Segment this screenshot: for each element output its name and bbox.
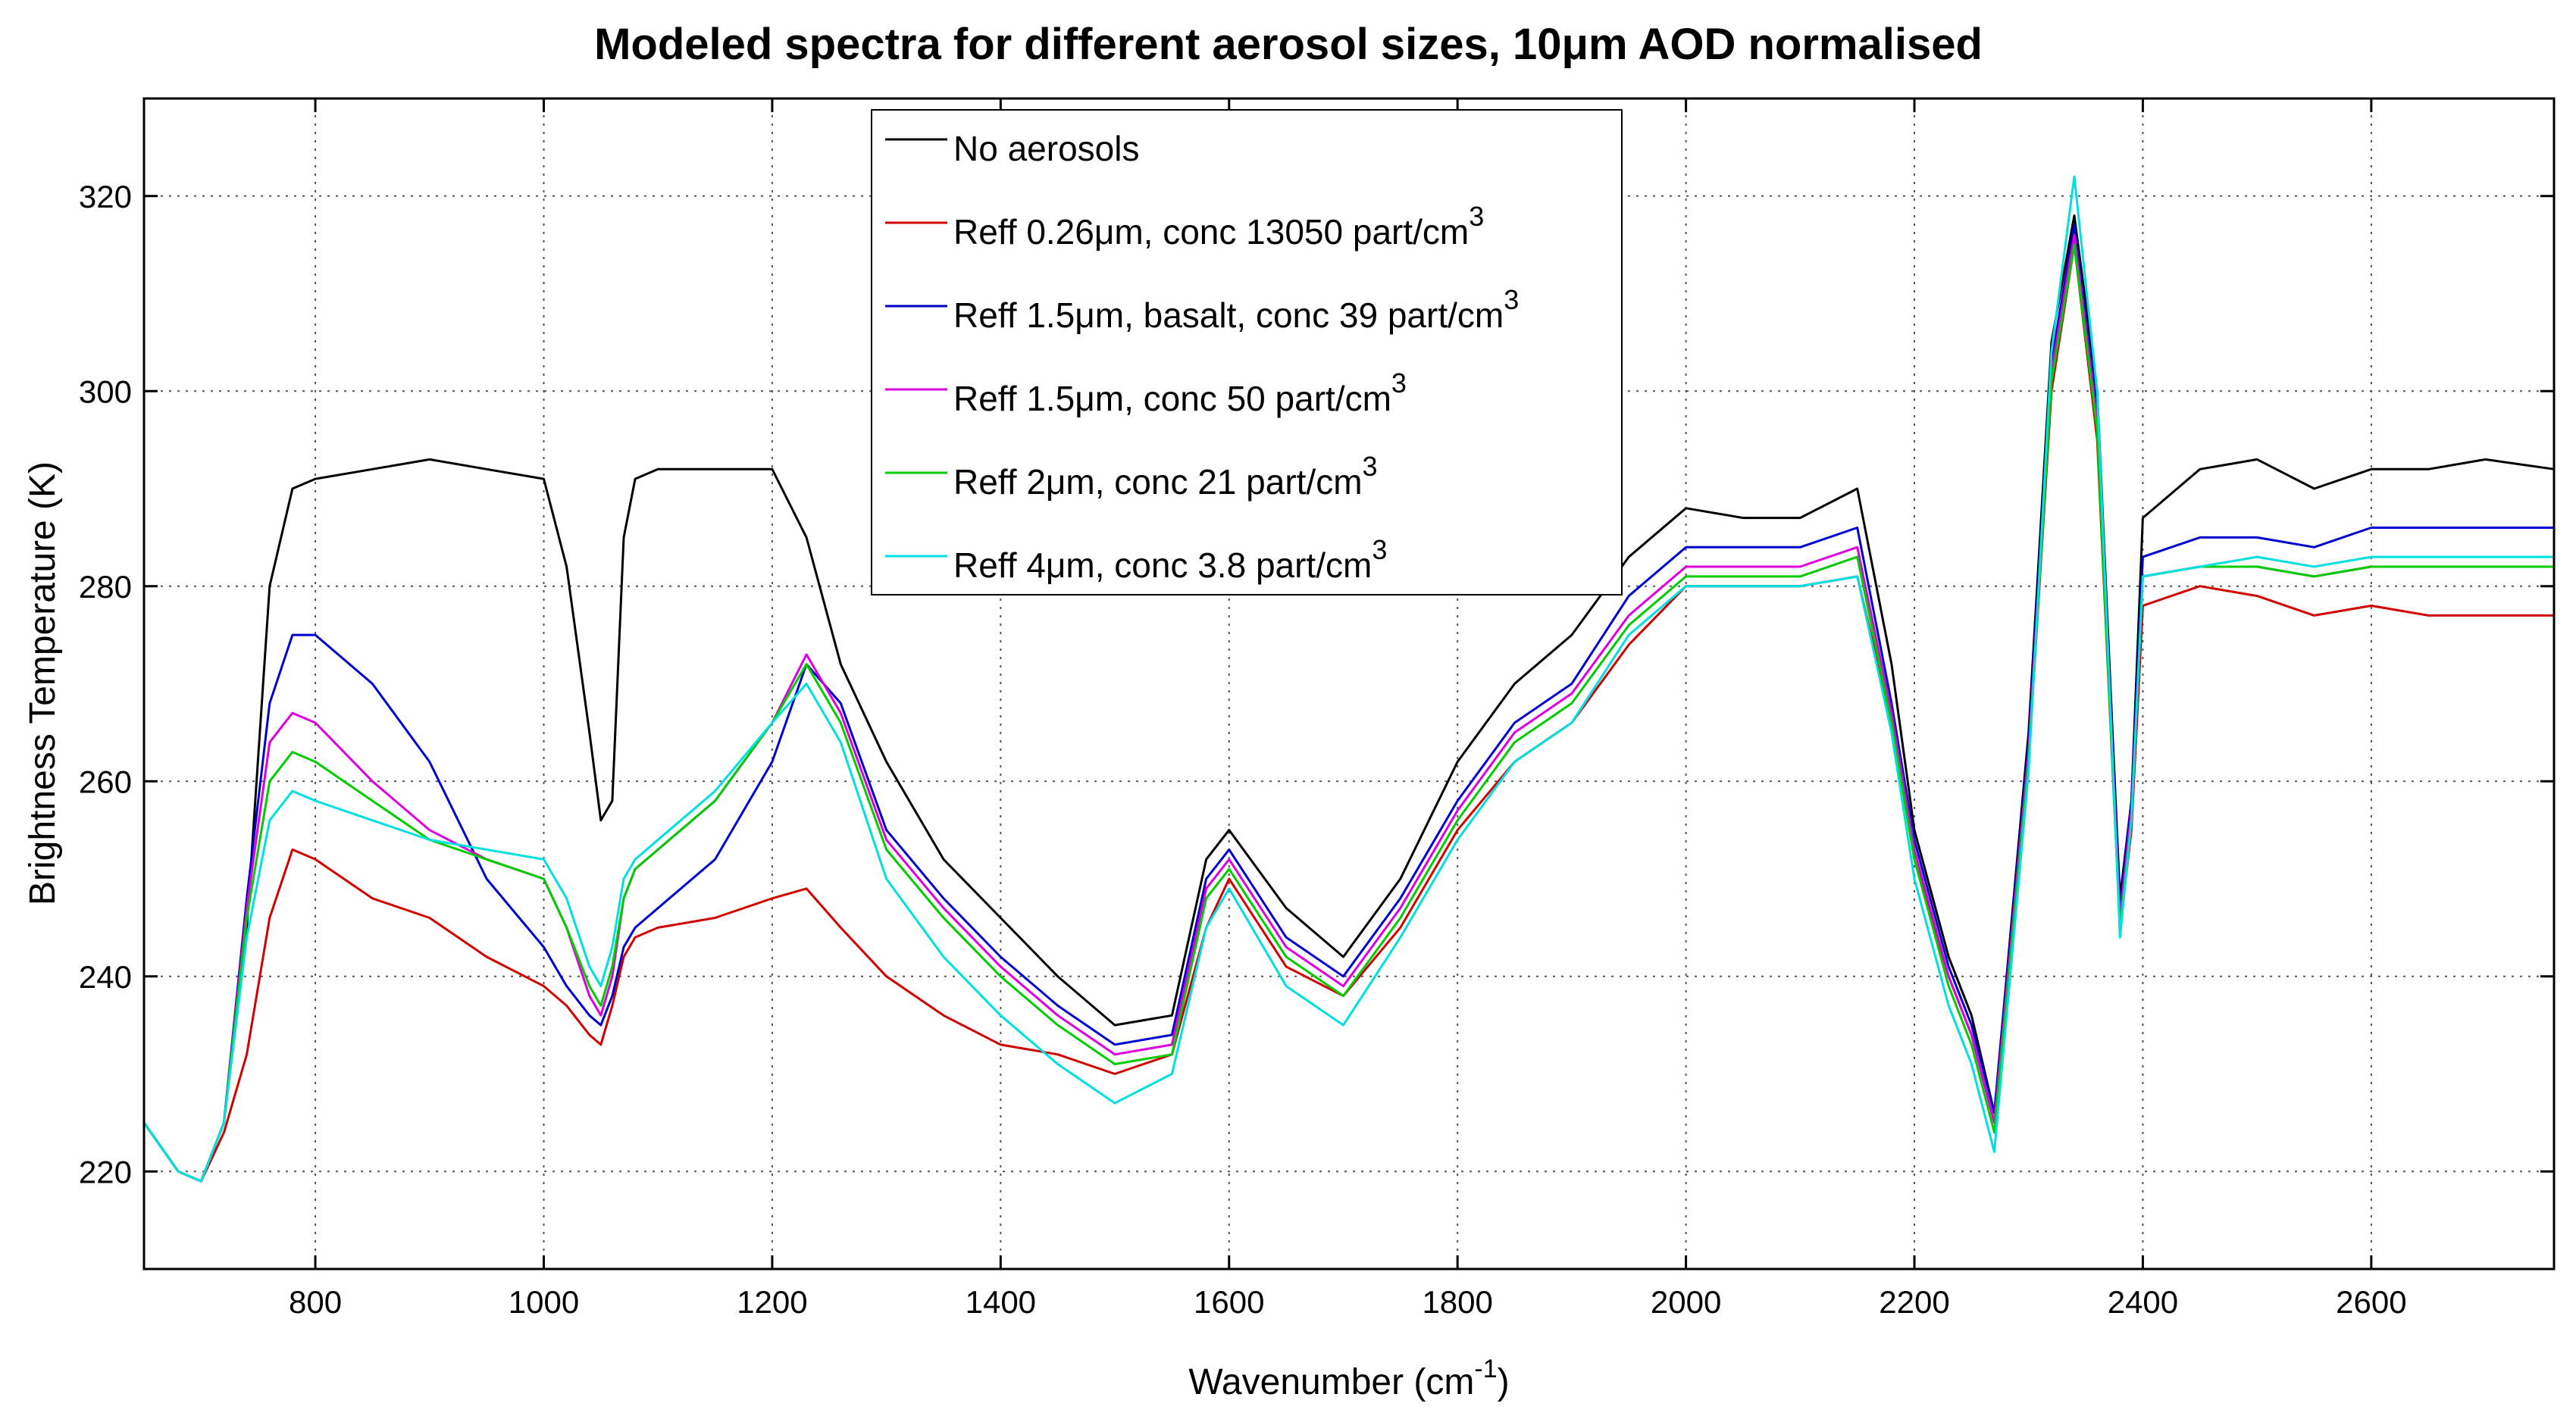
y-tick-label: 240 [79, 959, 132, 995]
series-line-4 [144, 243, 2554, 1183]
legend-label-4: Reff 2μm, conc 21 part/cm3 [953, 451, 1378, 502]
legend-label-5: Reff 4μm, conc 3.8 part/cm3 [953, 534, 1387, 585]
x-tick-label: 1200 [737, 1284, 807, 1320]
legend-label-3: Reff 1.5μm, conc 50 part/cm3 [953, 367, 1407, 418]
y-axis-label: Brightness Temperature (K) [23, 461, 63, 905]
y-tick-label: 220 [79, 1154, 132, 1189]
x-axis-label-sup: -1 [1474, 1355, 1497, 1383]
axis-ticks: 800 1000 1200 1400 1600 1800 2000 2200 2400 2600 2… [79, 98, 2554, 1320]
x-tick-label: 800 [289, 1284, 342, 1320]
series-lines [144, 175, 2554, 1183]
plot-frame [142, 97, 2556, 1271]
x-axis-label: Wavenumber (cm-1) [1188, 1355, 1509, 1402]
y-tick-label: 300 [79, 374, 132, 409]
x-tick-label: 1000 [509, 1284, 579, 1320]
y-tick-label: 280 [79, 569, 132, 605]
legend-label-1: Reff 0.26μm, conc 13050 part/cm3 [953, 201, 1484, 252]
chart-title: Modeled spectra for different aerosol si… [594, 20, 1983, 69]
x-tick-label: 2400 [2108, 1284, 2178, 1320]
y-tick-label: 320 [79, 179, 132, 214]
x-axis-label-end: ) [1498, 1362, 1510, 1402]
y-tick-label: 260 [79, 764, 132, 799]
x-tick-label: 2000 [1651, 1284, 1721, 1320]
legend-box [871, 109, 1623, 595]
legend-label-0: No aerosols [953, 129, 1139, 168]
x-tick-label: 2600 [2336, 1284, 2406, 1320]
x-tick-label: 1800 [1422, 1284, 1492, 1320]
x-tick-label: 2200 [1879, 1284, 1949, 1320]
x-tick-label: 1600 [1194, 1284, 1264, 1320]
series-line-5 [144, 175, 2554, 1183]
legend-label-2: Reff 1.5μm, basalt, conc 39 part/cm3 [953, 284, 1519, 335]
x-axis-label-text: Wavenumber (cm [1188, 1362, 1474, 1402]
legend: No aerosols Reff 0.26μm, conc 13050 part/… [871, 109, 1623, 595]
grid [144, 98, 2554, 1269]
x-tick-label: 1400 [966, 1284, 1036, 1320]
